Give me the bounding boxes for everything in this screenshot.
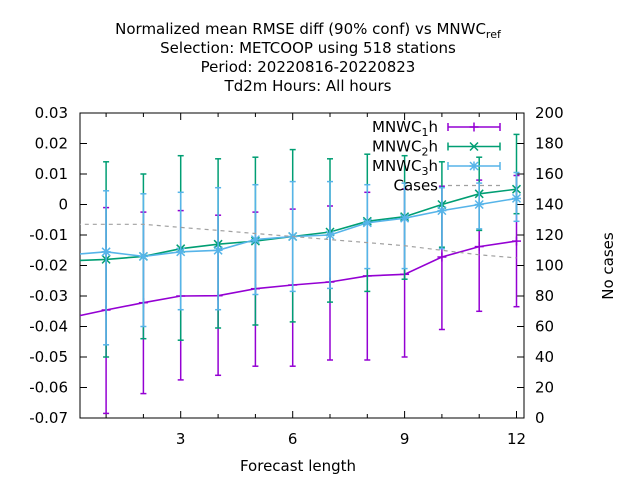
series-4-line xyxy=(80,223,517,259)
marker-stroke xyxy=(474,199,484,210)
data-point xyxy=(474,199,484,210)
chart-title-line-2: Selection: METCOOP using 518 stations xyxy=(160,39,456,57)
marker-stroke xyxy=(437,206,447,216)
legend-label-name: MNWC xyxy=(372,118,421,136)
error-bar xyxy=(103,190,110,346)
y2-tick-label: 60 xyxy=(535,318,554,336)
x-tick-label: 6 xyxy=(288,430,298,448)
marker-stroke xyxy=(362,218,372,228)
legend-label: MNWC3h xyxy=(372,157,438,178)
marker-stroke xyxy=(469,161,479,171)
marker-stroke xyxy=(250,235,260,245)
y2-tick-label: 100 xyxy=(535,257,564,275)
legend-marker xyxy=(469,141,479,152)
axes-ticks: -0.07 -0.06 -0.05 -0.04 -0.03 -0.02 -0.01 0 0.01… xyxy=(29,104,563,448)
marker-stroke xyxy=(469,141,479,152)
y2-tick-label: 160 xyxy=(535,165,564,183)
data-point xyxy=(101,247,111,257)
y2-tick-label: 140 xyxy=(535,196,564,214)
chart-title-line-1: Normalized mean RMSE diff (90% conf) vs … xyxy=(115,20,502,41)
data-point xyxy=(437,252,447,262)
x-tick-label: 9 xyxy=(400,430,410,448)
y2-tick-label: 0 xyxy=(535,409,545,427)
legend-label: Cases xyxy=(393,177,438,195)
data-point xyxy=(138,251,148,261)
plot-area-border xyxy=(79,112,525,419)
legend-label: MNWC2h xyxy=(372,138,438,159)
y-tick-label: -0.06 xyxy=(29,379,68,397)
data-point xyxy=(437,206,447,216)
legend-label-suffix: h xyxy=(428,157,438,175)
data-point xyxy=(474,242,484,252)
legend-label-suffix: h xyxy=(428,118,438,136)
legend-label: MNWC1h xyxy=(372,118,438,139)
y-tick-label: -0.01 xyxy=(29,226,68,244)
legend-item-1: MNWC1h xyxy=(372,118,501,139)
y-tick-label: 0.03 xyxy=(35,104,68,122)
data-point xyxy=(511,193,522,203)
marker-stroke xyxy=(101,247,111,257)
y2-tick-label: 120 xyxy=(535,226,564,244)
error-bar xyxy=(401,182,408,270)
y2-tick-label: 40 xyxy=(535,348,554,366)
data-point xyxy=(362,218,372,228)
marker-stroke xyxy=(511,193,522,203)
chart-title-main-text: Normalized mean RMSE diff (90% conf) vs … xyxy=(115,20,486,38)
data-point xyxy=(325,230,335,240)
legend-item-4: Cases xyxy=(393,177,500,195)
y-tick-label: -0.04 xyxy=(29,318,68,336)
marker-stroke xyxy=(400,213,410,223)
data-point xyxy=(250,235,260,245)
chart-title-line-3: Period: 20220816-20220823 xyxy=(201,58,416,76)
legend-marker xyxy=(469,161,479,171)
data-point xyxy=(512,236,521,246)
y2-tick-label: 180 xyxy=(535,135,564,153)
legend-label-name: MNWC xyxy=(372,157,421,175)
legend-label-subscript: 2 xyxy=(421,146,428,159)
legend-label-name: MNWC xyxy=(372,138,421,156)
chart-title-line-4: Td2m Hours: All hours xyxy=(224,77,392,95)
legend-item-3: MNWC3h xyxy=(372,157,501,178)
y2-tick-label: 80 xyxy=(535,287,554,305)
series-4 xyxy=(80,223,517,259)
marker-stroke xyxy=(176,247,186,257)
legend-item-2: MNWC2h xyxy=(372,138,501,159)
data-point xyxy=(176,247,186,257)
data-point xyxy=(400,213,410,223)
plot-series xyxy=(80,133,522,415)
x-axis-label: Forecast length xyxy=(240,457,356,475)
data-point xyxy=(213,245,223,255)
error-bar xyxy=(438,186,445,250)
y-tick-label: 0.01 xyxy=(35,165,68,183)
x-tick-label: 3 xyxy=(176,430,186,448)
x-tick-label: 12 xyxy=(507,430,526,448)
legend-label-name: Cases xyxy=(393,177,438,195)
marker-stroke xyxy=(138,251,148,261)
legend-label-suffix: h xyxy=(428,138,438,156)
legend-marker xyxy=(469,122,479,132)
y-tick-label: -0.03 xyxy=(29,287,68,305)
legend-label-subscript: 3 xyxy=(421,165,428,178)
legend-label-subscript: 1 xyxy=(421,126,428,139)
y-tick-label: -0.02 xyxy=(29,257,68,275)
y2-axis-label: No cases xyxy=(599,232,617,300)
y2-tick-label: 20 xyxy=(535,379,554,397)
marker-stroke xyxy=(325,230,335,240)
chart-title-subscript: ref xyxy=(486,28,502,41)
y2-tick-label: 200 xyxy=(535,104,564,122)
y-tick-label: 0.02 xyxy=(35,135,68,153)
chart-title: Normalized mean RMSE diff (90% conf) vs … xyxy=(115,20,502,95)
y-tick-label: -0.07 xyxy=(29,409,68,427)
y-tick-label: 0 xyxy=(58,196,68,214)
marker-stroke xyxy=(213,245,223,255)
y-tick-label: -0.05 xyxy=(29,348,68,366)
